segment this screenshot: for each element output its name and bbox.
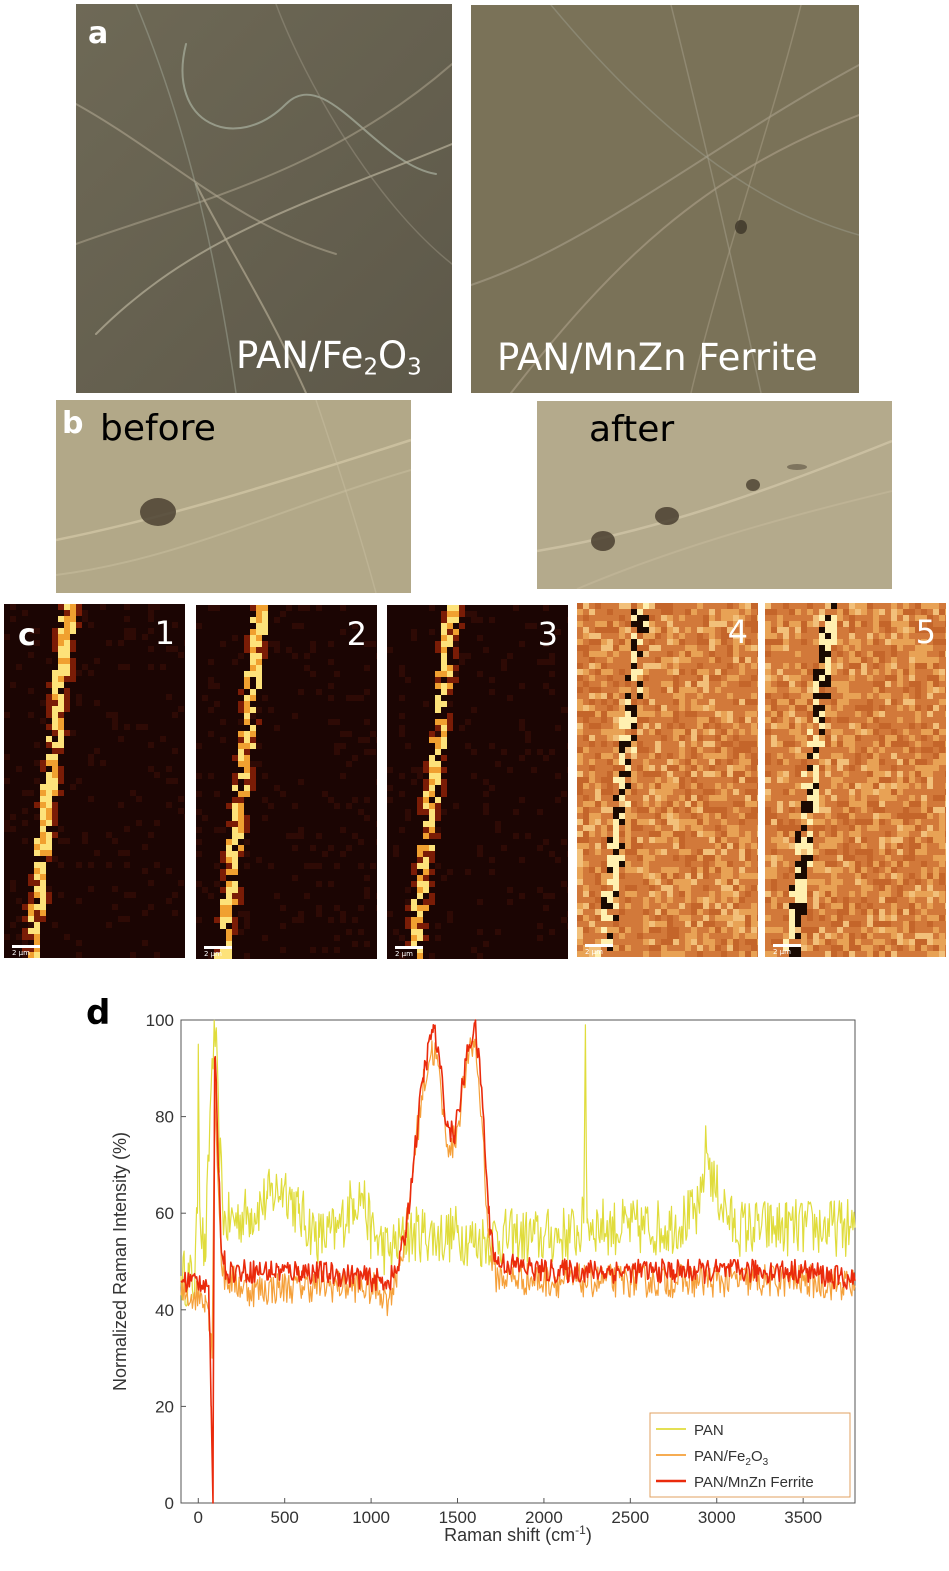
series-line-pan [180, 1019, 856, 1307]
scale-bar-label: 2 μm [204, 950, 222, 958]
x-tick-label: 0 [194, 1508, 203, 1527]
x-tick-label: 500 [271, 1508, 299, 1527]
fiber-image-after [537, 401, 892, 589]
panel-letter-c: c [18, 618, 36, 653]
x-axis-label: Raman shift (cm-1) [444, 1523, 592, 1545]
panel-letter-b: b [62, 406, 84, 441]
x-tick-label: 3500 [784, 1508, 822, 1527]
y-tick-label: 20 [155, 1397, 174, 1416]
raman-map-1: 1 2 μm [4, 604, 185, 958]
x-tick-label: 3000 [698, 1508, 736, 1527]
panel-letter-a: a [88, 16, 109, 51]
scale-bar [773, 944, 801, 947]
raman-map-number-2: 2 [346, 615, 367, 653]
fiber-image-right [471, 5, 859, 393]
micrograph-before: b before [56, 400, 411, 593]
raman-map-image-5 [765, 603, 946, 957]
y-tick-label: 0 [165, 1494, 174, 1513]
raman-map-number-1: 1 [154, 614, 175, 652]
scale-bar-label: 2 μm [773, 948, 791, 956]
y-tick-label: 100 [146, 1011, 174, 1030]
series-line-pan-mnzn-ferrite [180, 1019, 856, 1504]
x-tick-label: 1000 [352, 1508, 390, 1527]
raman-map-5: 5 2 μm [765, 603, 946, 957]
raman-map-image-3 [387, 605, 568, 959]
label-pan-mnzn-ferrite: PAN/MnZn Ferrite [497, 336, 818, 379]
raman-map-2: 2 2 μm [196, 605, 377, 959]
y-tick-label: 60 [155, 1204, 174, 1223]
label-pan-fe2o3-mid: O [378, 334, 408, 377]
raman-map-image-4 [577, 603, 758, 957]
raman-spectrum-chart: 0 500 1000 1500 2000 2500 3000 3500 0 20 40 60 80 100… [110, 1011, 856, 1545]
x-tick-label: 1500 [439, 1508, 477, 1527]
label-after: after [589, 409, 675, 450]
x-tick-label: 2500 [611, 1508, 649, 1527]
label-before: before [100, 408, 216, 449]
scale-bar-label: 2 μm [395, 950, 413, 958]
raman-map-number-3: 3 [537, 615, 558, 653]
scale-bar [204, 946, 232, 949]
label-pan-fe2o3-sub1: 2 [363, 354, 379, 381]
legend-label: PAN/MnZn Ferrite [694, 1474, 814, 1491]
raman-map-image-1 [4, 604, 185, 958]
scale-bar-label: 2 μm [12, 949, 30, 957]
scale-bar [12, 945, 40, 948]
fiber-image-before [56, 400, 411, 593]
label-pan-fe2o3-sub2: 3 [407, 354, 422, 381]
legend-label: PAN [694, 1422, 724, 1439]
fiber-image-left [76, 4, 452, 393]
micrograph-pan-fe2o3: a PAN/Fe2O3 [76, 4, 452, 393]
micrograph-after: after [537, 401, 892, 589]
legend-label: PAN/Fe2O3 [694, 1448, 769, 1468]
label-pan-fe2o3-main: PAN/Fe [236, 334, 364, 377]
raman-map-3: 3 2 μm [387, 605, 568, 959]
scale-bar-label: 2 μm [585, 948, 603, 956]
x-tick-label: 2000 [525, 1508, 563, 1527]
y-tick-label: 80 [155, 1108, 174, 1127]
label-pan-fe2o3: PAN/Fe2O3 [236, 334, 422, 380]
y-axis-label: Normalized Raman Intensity (%) [110, 1132, 130, 1391]
scale-bar [395, 946, 423, 949]
micrograph-pan-mnzn-ferrite: PAN/MnZn Ferrite [471, 5, 859, 393]
scale-bar [585, 944, 613, 947]
raman-map-image-2 [196, 605, 377, 959]
raman-map-number-4: 4 [727, 613, 748, 651]
panel-letter-d: d [86, 993, 111, 1033]
raman-map-number-5: 5 [915, 613, 936, 651]
y-tick-label: 40 [155, 1301, 174, 1320]
raman-map-4: 4 2 μm [577, 603, 758, 957]
